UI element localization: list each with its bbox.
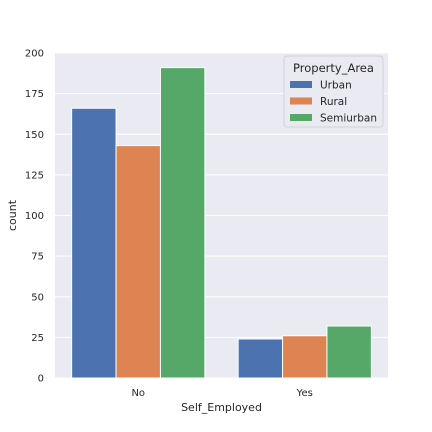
- bar-rural-yes: [282, 335, 328, 379]
- x-tick-label: No: [131, 388, 145, 399]
- legend: Property_Area Urban Rural Semiurban: [283, 55, 384, 128]
- y-tick-label: 200: [25, 49, 44, 60]
- y-tick-label: 125: [25, 170, 44, 181]
- y-tick-label: 25: [31, 333, 44, 344]
- bar-rural-no: [115, 145, 161, 379]
- x-axis-label: Self_Employed: [181, 401, 262, 414]
- legend-label: Semiurban: [320, 113, 377, 125]
- y-tick-label: 50: [31, 292, 44, 303]
- x-tick-labels: No Yes: [131, 388, 312, 399]
- bars: [71, 67, 372, 379]
- y-tick-label: 0: [38, 374, 44, 385]
- legend-title: Property_Area: [293, 61, 374, 75]
- legend-label: Urban: [320, 80, 352, 92]
- y-axis-label: count: [6, 199, 19, 231]
- y-tick-label: 100: [25, 211, 44, 222]
- y-tick-labels: 0 25 50 75 100 125 150 175 200: [25, 49, 44, 385]
- bar-semiurban-yes: [326, 325, 372, 379]
- x-tick-label: Yes: [296, 388, 313, 399]
- legend-swatch: [290, 81, 312, 88]
- legend-label: Rural: [320, 96, 347, 108]
- legend-swatch: [290, 114, 312, 121]
- bar-semiurban-no: [159, 67, 206, 379]
- legend-box: [283, 55, 384, 128]
- bar-urban-yes: [237, 338, 284, 379]
- y-tick-label: 75: [31, 252, 44, 263]
- bar-urban-no: [71, 107, 117, 379]
- legend-items: Urban Rural Semiurban: [290, 80, 377, 125]
- y-tick-label: 175: [25, 89, 44, 100]
- y-tick-label: 150: [25, 130, 44, 141]
- legend-swatch: [290, 97, 312, 105]
